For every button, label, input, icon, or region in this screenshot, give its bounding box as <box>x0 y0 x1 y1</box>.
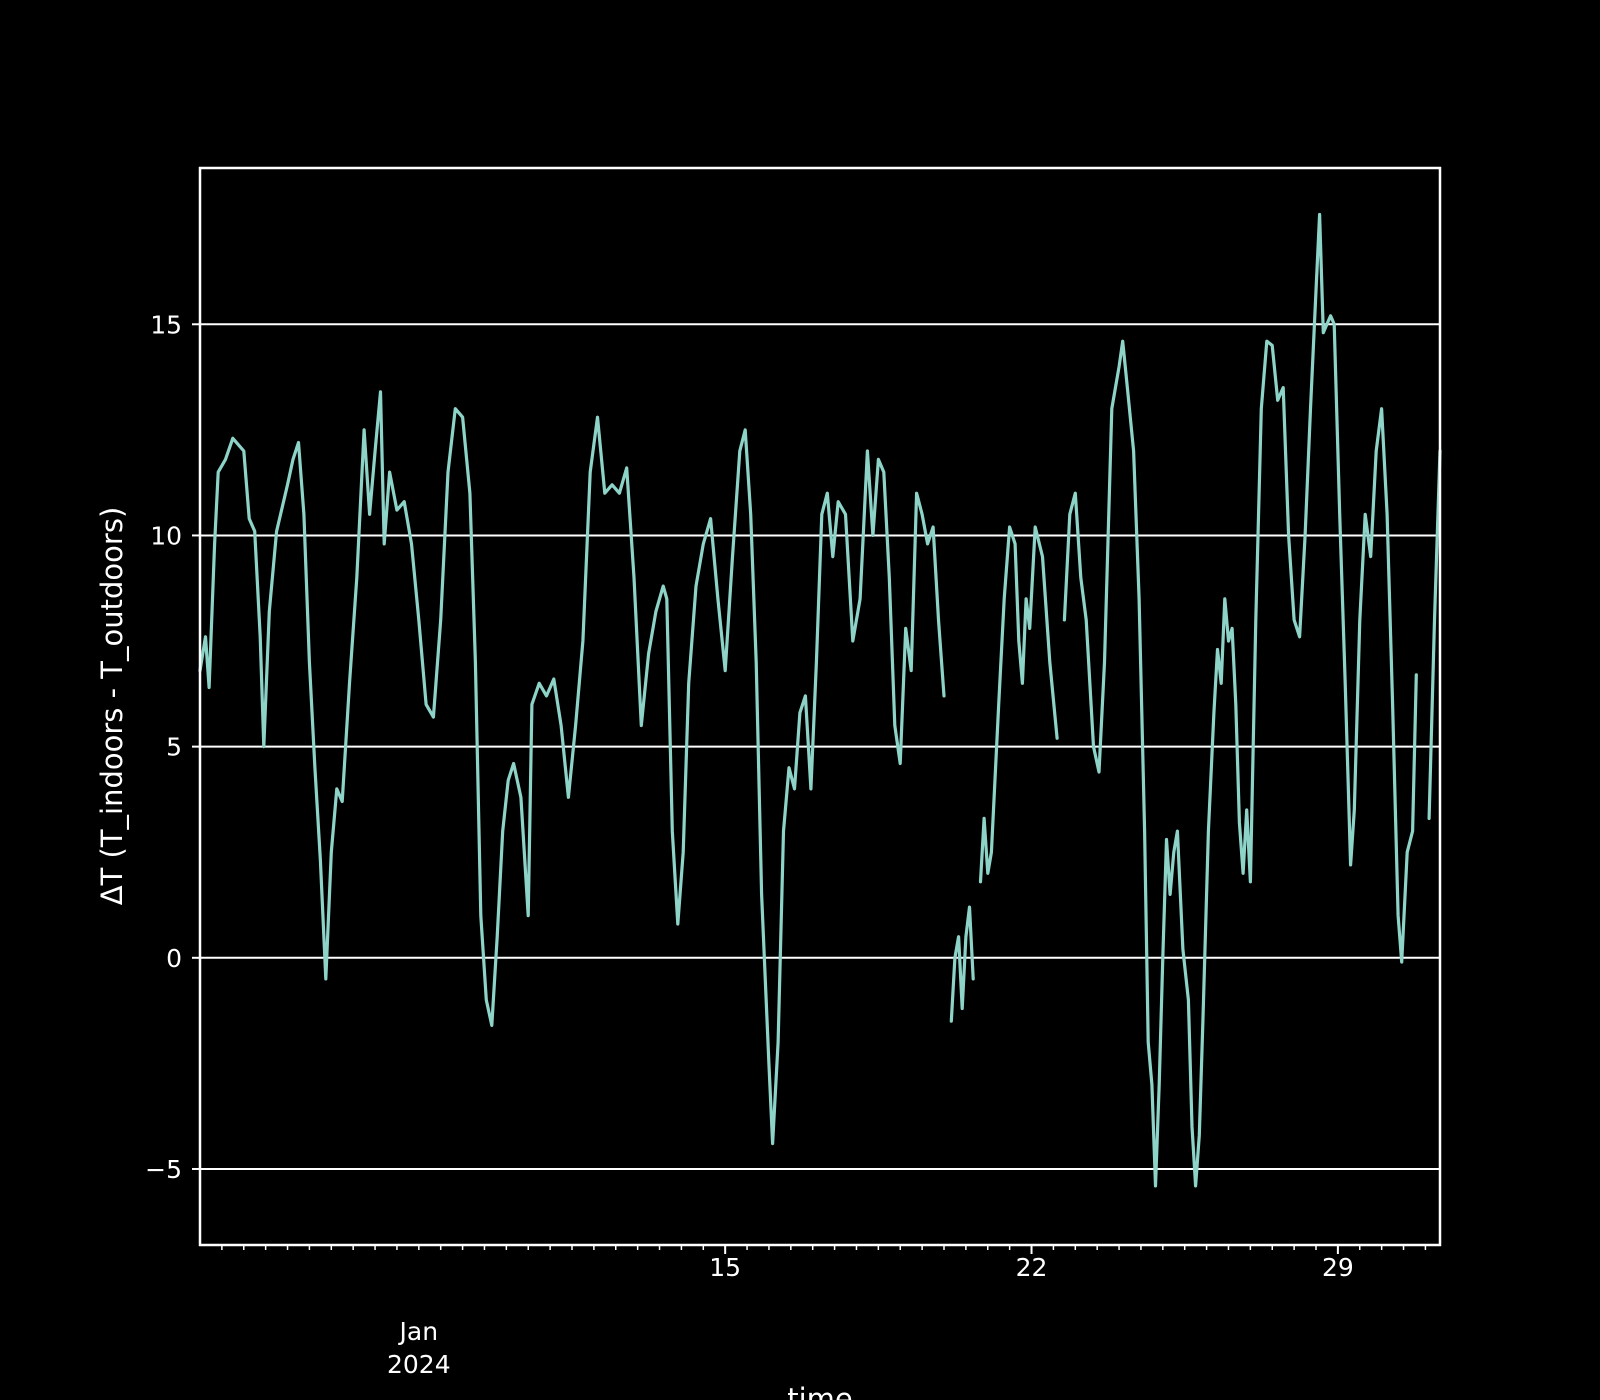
x-axis-label: time <box>787 1382 853 1400</box>
y-axis-label: ΔT (T_indoors - T_outdoors) <box>95 507 129 906</box>
plot-frame <box>198 166 1442 1247</box>
y-tick-label: 15 <box>150 310 182 339</box>
gridlines <box>200 323 1440 1170</box>
series-segment <box>1427 449 1442 821</box>
x-offset-label: Jan <box>398 1317 439 1346</box>
x-axis: 15 22 29 Jan 2024 <box>221 1245 1427 1379</box>
x-tick-label: 15 <box>709 1253 741 1282</box>
series-segment <box>949 905 975 1023</box>
y-axis: −5 0 5 10 15 <box>145 310 200 1184</box>
y-tick-label: 0 <box>166 944 182 973</box>
series-line <box>198 212 1442 1188</box>
series-segment <box>1062 212 1418 1188</box>
series-segment <box>978 525 1059 884</box>
y-tick-label: 10 <box>150 521 182 550</box>
x-tick-label: 29 <box>1322 1253 1354 1282</box>
x-offset-label: 2024 <box>387 1350 451 1379</box>
y-tick-label: −5 <box>145 1155 182 1184</box>
series-segment <box>198 390 946 1146</box>
y-tick-label: 5 <box>166 733 182 762</box>
x-tick-label: 22 <box>1016 1253 1048 1282</box>
